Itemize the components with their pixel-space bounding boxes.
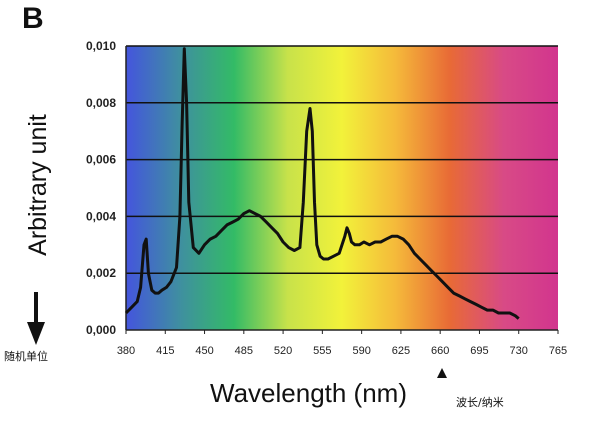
y-tick-label: 0,004 xyxy=(86,209,116,223)
y-axis-label-annotation: 随机单位 xyxy=(4,350,48,363)
y-tick-label: 0,008 xyxy=(86,96,116,110)
x-tick-label: 625 xyxy=(392,345,410,357)
x-tick-label: 660 xyxy=(431,345,449,357)
x-tick-label: 380 xyxy=(117,345,135,357)
down-arrow-icon xyxy=(27,292,45,345)
spectrum-series-line xyxy=(124,47,520,320)
grid-lines xyxy=(126,45,558,274)
spectrum-background xyxy=(126,46,558,330)
x-tick-label: 730 xyxy=(510,345,528,357)
x-tick-label: 485 xyxy=(235,345,253,357)
x-tick-label: 765 xyxy=(549,345,567,357)
x-tick-label: 555 xyxy=(313,345,331,357)
y-tick-label: 0,002 xyxy=(86,266,116,280)
y-tick-label: 0,000 xyxy=(86,323,116,337)
x-tick-label: 590 xyxy=(352,345,370,357)
x-axis-label: Wavelength (nm) xyxy=(210,378,407,408)
x-axis-label-annotation: 波长/纳米 xyxy=(456,396,504,409)
y-tick-label: 0,006 xyxy=(86,153,116,167)
up-arrow-icon xyxy=(437,368,447,378)
x-tick-labels: 380 415 450 485 520 555 590 625 660 695 730 765 xyxy=(117,330,567,357)
x-tick-label: 415 xyxy=(156,345,174,357)
y-tick-labels: 0,000 0,002 0,004 0,006 0,008 0,010 xyxy=(86,39,116,337)
axes xyxy=(125,46,558,331)
x-tick-label: 520 xyxy=(274,345,292,357)
y-tick-label: 0,010 xyxy=(86,39,116,53)
x-tick-label: 450 xyxy=(195,345,213,357)
x-tick-label: 695 xyxy=(470,345,488,357)
y-axis-label: Arbitrary unit xyxy=(24,114,52,256)
panel-label: B xyxy=(22,2,44,35)
